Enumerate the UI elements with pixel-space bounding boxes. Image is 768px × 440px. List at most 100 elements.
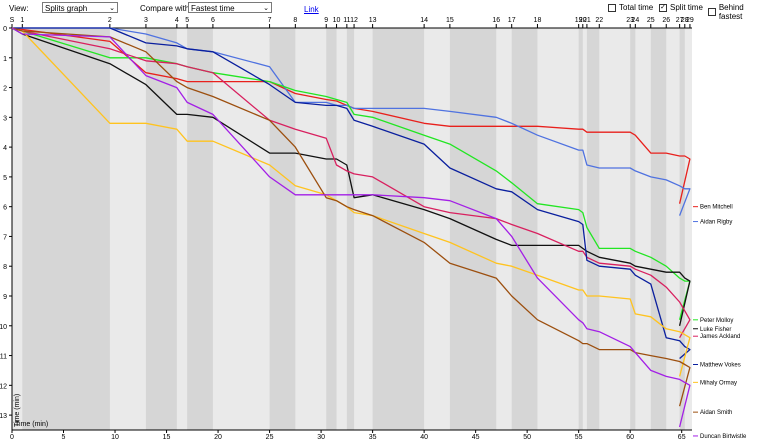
control-label: 9 xyxy=(324,17,328,24)
behind-fastest-label: Behind fastest xyxy=(718,3,744,21)
control-label: 13 xyxy=(369,17,377,24)
shaded-bands xyxy=(12,28,692,430)
control-label: 24 xyxy=(631,17,639,24)
control-label: 6 xyxy=(211,17,215,24)
shaded-band xyxy=(630,28,636,430)
series-name-label: Duncan Birtwistle xyxy=(700,434,747,440)
y-tick-label: 3 xyxy=(3,115,7,122)
series-name-label: Luke Fisher xyxy=(700,327,731,333)
control-label: 18 xyxy=(534,17,542,24)
series-line xyxy=(11,27,691,204)
shaded-band xyxy=(650,28,667,430)
x-tick-label: 55 xyxy=(575,434,583,440)
view-select[interactable]: Splits graph ⌄ xyxy=(42,2,118,13)
view-label: View: xyxy=(9,4,29,13)
control-label: 7 xyxy=(268,17,272,24)
compare-label: Compare with xyxy=(140,4,190,13)
control-label: 17 xyxy=(508,17,516,24)
control-label: 23 xyxy=(626,17,634,24)
series-name-label: Mihaly Ormay xyxy=(700,380,737,386)
compare-select[interactable]: Fastest time ⌄ xyxy=(188,2,272,13)
x-tick-label: 25 xyxy=(266,434,274,440)
x-tick-label: 5 xyxy=(62,434,66,440)
shaded-band xyxy=(326,28,337,430)
y-tick-label: 10 xyxy=(0,324,7,331)
series-name-label: Peter Molloy xyxy=(700,318,733,324)
shaded-band xyxy=(22,28,110,430)
control-label: 20 xyxy=(579,17,587,24)
series-line xyxy=(11,27,691,377)
x-tick-label: 0 xyxy=(10,434,14,440)
y-tick-label: 11 xyxy=(0,354,7,361)
link-button[interactable]: Link xyxy=(304,5,319,14)
x-tick-label: 45 xyxy=(472,434,480,440)
series-lines xyxy=(11,27,691,428)
series-name-label: Aidan Smith xyxy=(700,410,732,416)
control-label: 1 xyxy=(20,17,24,24)
x-tick-label: 15 xyxy=(163,434,171,440)
control-label: 14 xyxy=(420,17,428,24)
control-label: 19 xyxy=(575,17,583,24)
chevron-down-icon: ⌄ xyxy=(263,5,269,12)
series-line xyxy=(12,27,691,359)
y-tick-label: 7 xyxy=(3,234,7,241)
x-tick-label: 10 xyxy=(111,434,119,440)
chevron-down-icon: ⌄ xyxy=(109,5,115,12)
y-tick-label: 6 xyxy=(3,205,7,212)
y-tick-label: 12 xyxy=(0,383,7,390)
y-tick-label: 8 xyxy=(3,264,7,271)
series-name-label: Aidan Rigby xyxy=(700,220,732,226)
toolbar: View: Splits graph ⌄ Compare with Fastes… xyxy=(0,0,768,21)
control-label: 10 xyxy=(333,17,341,24)
control-label: 15 xyxy=(446,17,454,24)
control-label: 27 xyxy=(676,17,684,24)
y-tick-label: 2 xyxy=(3,86,7,93)
control-label: 29 xyxy=(686,17,694,24)
y-tick-label: 13 xyxy=(0,413,7,420)
split-time-checkbox[interactable]: ✓ xyxy=(659,3,667,12)
view-select-value: Splits graph xyxy=(45,4,88,13)
split-time-toggle[interactable]: ✓ Split time xyxy=(659,3,703,12)
x-tick-label: 50 xyxy=(523,434,531,440)
shaded-band xyxy=(679,28,685,430)
behind-fastest-toggle[interactable]: Behind fastest xyxy=(708,3,768,21)
total-time-label: Total time xyxy=(619,3,654,12)
split-time-label: Split time xyxy=(670,3,703,12)
x-axis-label: Time (min) xyxy=(15,421,48,428)
control-label: 22 xyxy=(595,17,603,24)
series-name-label: James Ackland xyxy=(700,334,740,340)
series-line xyxy=(11,27,691,339)
runner-labels: Ben Mitchell Aidan Rigby Peter Molloy Luke … xyxy=(693,205,747,440)
x-tick-label: 60 xyxy=(626,434,634,440)
shaded-band xyxy=(586,28,600,430)
y-tick-label: 4 xyxy=(3,145,7,152)
control-label: 16 xyxy=(492,17,500,24)
y-tick-label: 5 xyxy=(3,175,7,182)
control-label: 21 xyxy=(583,17,591,24)
total-time-toggle[interactable]: Total time xyxy=(608,3,653,12)
y-tick-label: 1 xyxy=(3,56,7,63)
y-tick-label: 0 xyxy=(3,26,7,33)
control-label: 5 xyxy=(185,17,189,24)
shaded-band xyxy=(269,28,296,430)
x-tick-label: 30 xyxy=(317,434,325,440)
control-label: 28 xyxy=(681,17,689,24)
y-tick-label: 9 xyxy=(3,294,7,301)
series-name-label: Matthew Vokes xyxy=(700,362,741,368)
behind-fastest-checkbox[interactable] xyxy=(708,8,716,16)
control-label: 8 xyxy=(293,17,297,24)
total-time-checkbox[interactable] xyxy=(608,3,616,12)
series-line xyxy=(11,27,691,326)
x-tick-label: 65 xyxy=(678,434,686,440)
series-line xyxy=(11,27,691,407)
control-label: 2 xyxy=(108,17,112,24)
control-label: 12 xyxy=(350,17,358,24)
shaded-band xyxy=(145,28,177,430)
shaded-band xyxy=(578,28,583,430)
series-name-label: Ben Mitchell xyxy=(700,205,733,211)
control-label: 4 xyxy=(175,17,179,24)
control-label: 25 xyxy=(647,17,655,24)
control-label: 11 xyxy=(343,17,350,24)
